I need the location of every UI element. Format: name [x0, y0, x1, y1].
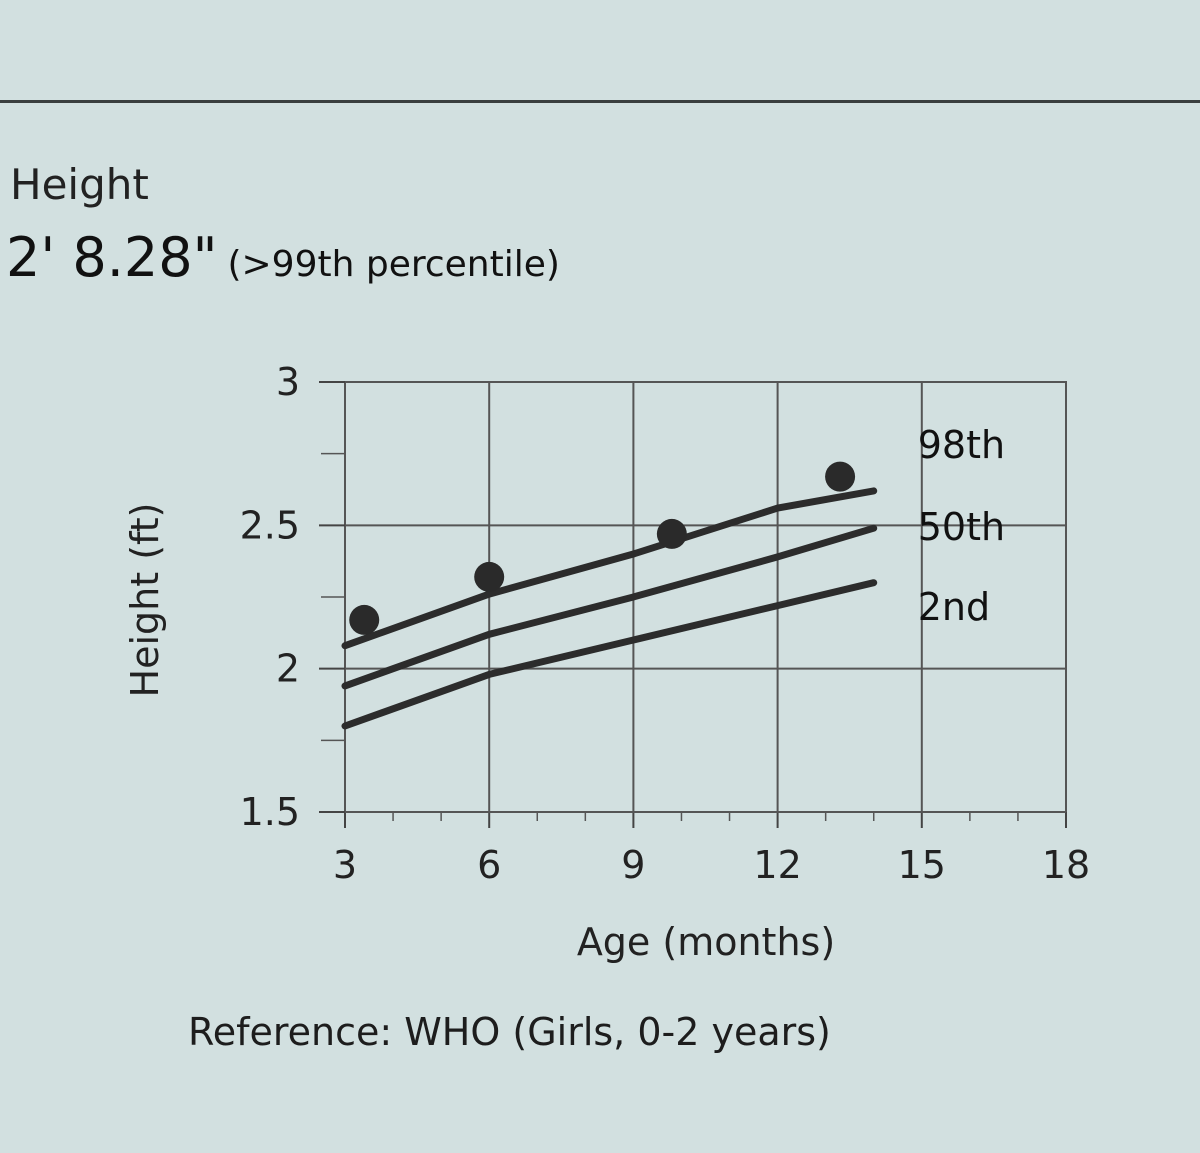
series-label-50th: 50th [918, 505, 1005, 549]
measurement-point [656, 518, 687, 549]
x-tick-label: 18 [1042, 843, 1090, 887]
measurement-point [825, 461, 856, 492]
y-tick-label: 1.5 [240, 790, 300, 834]
measurement-point [474, 561, 505, 592]
x-tick-label: 3 [333, 843, 357, 887]
measurement-point [349, 604, 380, 635]
x-tick-label: 9 [621, 843, 645, 887]
series-line-50th [341, 524, 878, 690]
header-divider [0, 100, 1200, 103]
series-line-98th [341, 487, 878, 650]
x-axis-title: Age (months) [577, 920, 835, 964]
series-label-2nd: 2nd [918, 585, 990, 629]
measurement-label: Height [10, 160, 149, 209]
x-tick-label: 6 [477, 843, 501, 887]
series-line-2nd [341, 579, 878, 730]
y-axis-title: Height (ft) [123, 503, 167, 698]
series-label-98th: 98th [918, 423, 1005, 467]
chart-labels: 3 6 9 12 15 18 1.5 2 2.5 3 98th 50th 2nd [240, 360, 1091, 887]
measurement-percentile-note: (>99th percentile) [227, 244, 560, 285]
y-tick-label: 2.5 [240, 503, 300, 547]
measurement-value-row: 2' 8.28" (>99th percentile) [6, 226, 560, 289]
measurement-value: 2' 8.28" [6, 226, 218, 289]
chart-series [341, 487, 878, 730]
y-tick-label: 3 [276, 360, 300, 404]
y-tick-label: 2 [276, 647, 300, 691]
reference-caption: Reference: WHO (Girls, 0-2 years) [188, 1010, 831, 1054]
chart-grid [319, 381, 1067, 828]
x-tick-label: 15 [898, 843, 946, 887]
chart-points [349, 461, 856, 635]
x-tick-label: 12 [753, 843, 801, 887]
